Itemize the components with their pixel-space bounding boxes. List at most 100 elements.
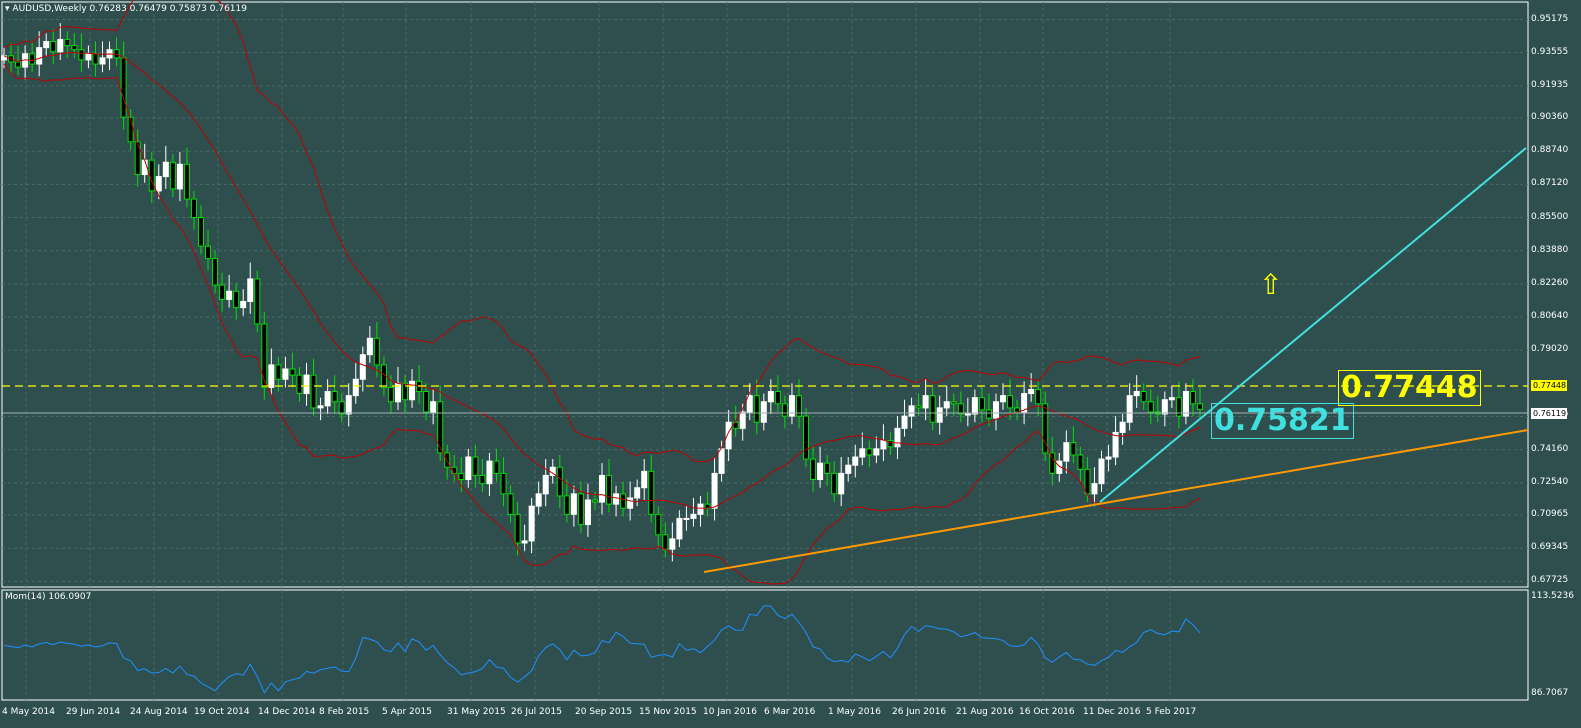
candle-body (929, 395, 936, 423)
chart-menu-icon[interactable]: ▾ (5, 4, 10, 14)
momentum-scale-bottom: 86.7067 (1531, 688, 1569, 698)
candle-body (430, 401, 437, 413)
candle-body (746, 395, 753, 413)
candle-body (465, 456, 472, 481)
price-tick: 0.91935 (1531, 79, 1569, 90)
candle-body (275, 364, 282, 380)
bollinger-upper (3, 0, 1201, 463)
candle-body (521, 540, 528, 544)
price-tick: 0.87120 (1531, 178, 1569, 189)
date-tick: 11 Dec 2016 (1083, 707, 1141, 717)
candle-body (1028, 388, 1035, 395)
candle-body (338, 401, 345, 415)
candle-body (423, 391, 430, 413)
candle-body (711, 472, 718, 509)
up-arrow-icon[interactable]: ⇧ (1259, 268, 1283, 301)
candle-body (366, 337, 373, 356)
candle-body (352, 378, 359, 397)
price-tick: 0.83880 (1531, 244, 1569, 255)
candle-body (1091, 483, 1098, 495)
candle-body (753, 395, 760, 423)
candle-body (1119, 421, 1126, 433)
price-tick: 0.74160 (1531, 443, 1569, 454)
candle-body (570, 493, 577, 515)
date-tick: 5 Feb 2017 (1146, 707, 1197, 717)
candle-body (866, 448, 873, 456)
candle-body (922, 395, 929, 409)
candle-body (303, 374, 310, 395)
candle-body (310, 374, 317, 409)
momentum-line (3, 605, 1201, 694)
date-tick: 15 Nov 2015 (639, 707, 697, 717)
candle-body (535, 493, 542, 507)
candle-body (627, 497, 634, 509)
date-tick: 6 Mar 2016 (764, 707, 816, 717)
candle-body (1105, 456, 1112, 460)
candle-body (655, 513, 662, 536)
candle-body (577, 493, 584, 526)
candle-body (205, 245, 212, 259)
candle-body (901, 415, 908, 429)
bollinger-middle (3, 52, 1201, 509)
candle-body (1070, 442, 1077, 456)
candle-body (514, 513, 521, 544)
candle-body (1197, 403, 1203, 411)
price-tick: 0.85500 (1531, 211, 1569, 222)
candle-body (1147, 401, 1154, 413)
candle-body (915, 405, 922, 409)
date-tick: 26 Jun 2016 (892, 707, 947, 717)
candle-body (824, 462, 831, 474)
momentum-scale-top: 113.5236 (1531, 591, 1574, 601)
candle-body (169, 161, 176, 190)
date-tick: 29 Jun 2014 (66, 707, 121, 717)
candle-body (774, 391, 781, 405)
candle-body (1140, 391, 1147, 403)
candle-body (155, 176, 162, 192)
price-tick: 0.90360 (1531, 112, 1569, 123)
momentum-frame (1, 589, 1529, 701)
candle-body (219, 284, 226, 300)
candle-body (831, 472, 838, 495)
candle-body (894, 427, 901, 448)
candle-body (662, 534, 669, 550)
candle-body (950, 401, 957, 405)
price-tick: 0.67725 (1531, 575, 1569, 586)
candle-body (324, 391, 331, 407)
date-tick: 14 Dec 2014 (258, 707, 316, 717)
price-tick: 0.95175 (1531, 13, 1569, 24)
candle-body (613, 493, 620, 505)
candle-body (176, 163, 183, 190)
cyan-trendline (1099, 147, 1527, 503)
candle-body (486, 460, 493, 485)
candle-body (296, 374, 303, 395)
price-tick: 0.88740 (1531, 145, 1569, 156)
candle-body (36, 47, 43, 65)
candle-body (1084, 468, 1091, 495)
candle-body (444, 452, 451, 468)
candle-body (873, 448, 880, 456)
symbol-timeframe: AUDUSD,Weekly (12, 4, 87, 14)
candle-body (725, 421, 732, 450)
candle-body (964, 413, 971, 416)
candle-body (1189, 391, 1196, 405)
candle-body (556, 466, 563, 497)
candle-body (500, 472, 507, 495)
candle-body (282, 368, 289, 380)
candle-body (788, 395, 795, 417)
candle-body (373, 337, 380, 366)
date-tick: 16 Oct 2016 (1019, 707, 1075, 717)
candle-body (648, 470, 655, 515)
date-tick: 21 Aug 2016 (956, 707, 1014, 717)
candle-body (817, 462, 824, 481)
candle-body (1175, 397, 1182, 417)
candle-body (134, 141, 141, 176)
candle-body (99, 57, 106, 65)
date-tick: 5 Apr 2015 (382, 707, 432, 717)
current-price-marker: 0.76119 (1531, 408, 1567, 419)
candle-body (584, 499, 591, 526)
candle-body (1133, 391, 1140, 397)
candle-body (795, 395, 802, 417)
candle-body (85, 53, 92, 61)
date-tick: 10 Jan 2016 (703, 707, 757, 717)
